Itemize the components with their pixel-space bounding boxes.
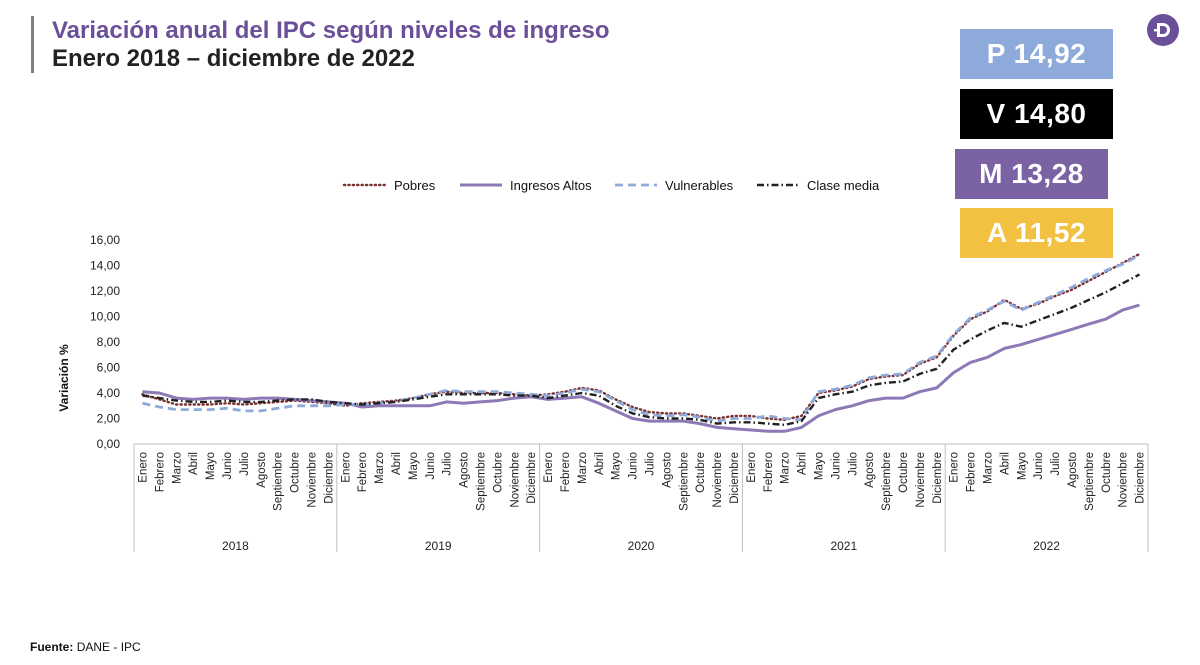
x-tick-label: Agosto <box>864 452 876 488</box>
x-tick-label: Septiembre <box>881 452 893 511</box>
legend-label: Pobres <box>394 178 436 193</box>
x-tick-label: Enero <box>137 452 149 483</box>
badge-pobres: P 14,92 <box>960 29 1113 79</box>
x-tick-label: Marzo <box>374 452 386 484</box>
x-tick-label: Agosto <box>256 452 268 488</box>
x-tick-label: Mayo <box>1016 452 1028 480</box>
legend-label: Vulnerables <box>665 178 734 193</box>
x-tick-label: Mayo <box>611 452 623 480</box>
y-tick-label: 14,00 <box>90 259 120 273</box>
y-tick-label: 6,00 <box>97 361 121 375</box>
chart-title: Variación anual del IPC según niveles de… <box>52 17 610 44</box>
x-tick-label: Enero <box>543 452 555 483</box>
series-line-vulnerables <box>142 254 1141 423</box>
y-tick-label: 0,00 <box>97 437 121 451</box>
x-tick-label: Junio <box>628 452 640 480</box>
x-tick-label: Agosto <box>459 452 471 488</box>
x-tick-label: Julio <box>239 452 251 476</box>
series-line-ingresos-altos <box>142 303 1140 433</box>
ipc-line-chart: 0,00 2,00 4,00 6,00 8,00 10,00 12,00 14,00 16,00… <box>57 178 1149 553</box>
x-tick-label: Febrero <box>357 452 369 492</box>
y-tick-label: 16,00 <box>90 233 120 247</box>
badge-ingresos-altos: A 11,52 <box>960 208 1113 258</box>
x-tick-label: Noviembre <box>306 452 318 508</box>
x-tick-label: Febrero <box>763 452 775 492</box>
x-tick-label: Julio <box>1050 452 1062 476</box>
x-tick-label: Abril <box>999 452 1011 475</box>
series-line-clase-media <box>142 273 1141 427</box>
source-text: DANE - IPC <box>76 640 141 654</box>
x-tick-label: Diciembre <box>1135 452 1147 504</box>
source-note: Fuente: DANE - IPC <box>30 640 141 654</box>
x-tick-label: Febrero <box>966 452 978 492</box>
x-tick-label: Agosto <box>661 452 673 488</box>
chart-subtitle: Enero 2018 – diciembre de 2022 <box>52 45 415 72</box>
dane-logo-icon <box>1147 14 1179 46</box>
x-tick-label: Agosto <box>1067 452 1079 488</box>
legend-label: Clase media <box>807 178 880 193</box>
x-tick-label: Enero <box>746 452 758 483</box>
year-label: 2022 <box>1033 539 1060 553</box>
x-tick-label: Abril <box>797 452 809 475</box>
x-tick-label: Octubre <box>695 452 707 493</box>
x-tick-label: Enero <box>340 452 352 483</box>
y-axis-label: Variación % <box>57 344 71 412</box>
x-tick-label: Diciembre <box>729 452 741 504</box>
x-tick-label: Octubre <box>492 452 504 493</box>
x-tick-label: Octubre <box>290 452 302 493</box>
x-tick-label: Noviembre <box>915 452 927 508</box>
x-tick-label: Septiembre <box>678 452 690 511</box>
title-accent-bar <box>31 16 34 73</box>
x-tick-label: Noviembre <box>1118 452 1130 508</box>
y-tick-label: 10,00 <box>90 310 120 324</box>
x-tick-label: Julio <box>644 452 656 476</box>
badge-clase-media: M 13,28 <box>955 149 1108 199</box>
x-tick-label: Septiembre <box>273 452 285 511</box>
x-tick-label: Noviembre <box>509 452 521 508</box>
x-tick-label: Julio <box>847 452 859 476</box>
x-tick-label: Octubre <box>898 452 910 493</box>
x-tick-label: Marzo <box>982 452 994 484</box>
x-tick-label: Febrero <box>560 452 572 492</box>
x-tick-label: Mayo <box>813 452 825 480</box>
x-tick-label: Diciembre <box>526 452 538 504</box>
source-label: Fuente: <box>30 640 74 654</box>
x-tick-label: Diciembre <box>932 452 944 504</box>
x-tick-label: Septiembre <box>475 452 487 511</box>
y-tick-label: 8,00 <box>97 335 121 349</box>
series-line-pobres <box>141 252 1141 421</box>
x-tick-label: Abril <box>391 452 403 475</box>
x-tick-label: Mayo <box>408 452 420 480</box>
x-tick-label: Marzo <box>577 452 589 484</box>
year-label: 2021 <box>830 539 857 553</box>
x-tick-label: Marzo <box>780 452 792 484</box>
x-tick-label: Junio <box>222 452 234 480</box>
x-tick-label: Octubre <box>1101 452 1113 493</box>
x-tick-label: Enero <box>949 452 961 483</box>
x-tick-label: Marzo <box>171 452 183 484</box>
y-tick-label: 12,00 <box>90 284 120 298</box>
x-tick-label: Junio <box>425 452 437 480</box>
badge-vulnerables: V 14,80 <box>960 89 1113 139</box>
x-tick-label: Febrero <box>154 452 166 492</box>
x-tick-label: Septiembre <box>1084 452 1096 511</box>
x-tick-label: Abril <box>188 452 200 475</box>
x-tick-label: Junio <box>1033 452 1045 480</box>
x-tick-label: Abril <box>594 452 606 475</box>
year-label: 2019 <box>425 539 452 553</box>
y-tick-label: 2,00 <box>97 412 121 426</box>
x-tick-label: Julio <box>442 452 454 476</box>
legend-label: Ingresos Altos <box>510 178 592 193</box>
x-tick-label: Mayo <box>205 452 217 480</box>
x-tick-label: Noviembre <box>712 452 724 508</box>
year-label: 2018 <box>222 539 249 553</box>
x-tick-label: Junio <box>830 452 842 480</box>
y-tick-label: 4,00 <box>97 386 121 400</box>
year-label: 2020 <box>628 539 655 553</box>
x-tick-label: Diciembre <box>323 452 335 504</box>
